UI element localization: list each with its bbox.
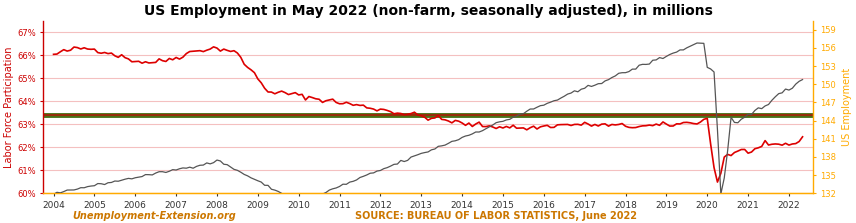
Text: Unemployment-Extension.org: Unemployment-Extension.org [72, 211, 236, 221]
Y-axis label: US Employment: US Employment [841, 68, 852, 146]
Y-axis label: Labor Force Participation: Labor Force Participation [4, 46, 15, 168]
Text: SOURCE: BUREAU OF LABOR STATISTICS, June 2022: SOURCE: BUREAU OF LABOR STATISTICS, June… [355, 211, 638, 221]
Title: US Employment in May 2022 (non-farm, seasonally adjusted), in millions: US Employment in May 2022 (non-farm, sea… [144, 4, 712, 18]
